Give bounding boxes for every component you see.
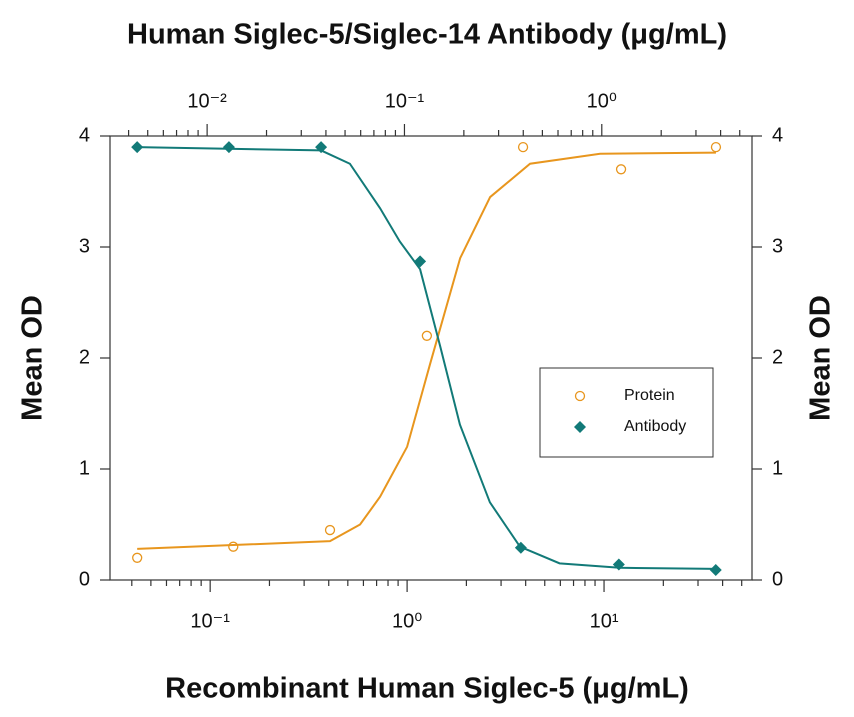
x-tick-label: 10¹ bbox=[590, 610, 619, 632]
y2-tick-label: 0 bbox=[772, 568, 783, 590]
y-tick-label: 3 bbox=[79, 235, 90, 257]
x-axis-label: Recombinant Human Siglec-5 (μg/mL) bbox=[165, 673, 689, 705]
x2-tick-label: 10⁰ bbox=[587, 90, 617, 112]
chart-title: Human Siglec-5/Siglec-14 Antibody (μg/mL… bbox=[127, 19, 727, 51]
data-point bbox=[709, 564, 722, 577]
y-tick-label: 2 bbox=[79, 346, 90, 368]
data-point bbox=[514, 541, 527, 554]
data-point bbox=[222, 141, 235, 154]
legend-label: Antibody bbox=[624, 418, 686, 435]
y2-tick-label: 2 bbox=[772, 346, 783, 368]
data-point bbox=[615, 164, 627, 175]
y-tick-label: 4 bbox=[79, 124, 90, 146]
legend-box bbox=[539, 367, 714, 458]
data-point bbox=[612, 558, 625, 571]
x2-tick-label: 10⁻¹ bbox=[385, 90, 425, 112]
data-point bbox=[315, 141, 328, 154]
legend-label: Protein bbox=[624, 387, 675, 404]
y2-tick-label: 3 bbox=[772, 235, 783, 257]
data-point bbox=[421, 330, 433, 341]
legend-marker bbox=[574, 421, 586, 433]
y-tick-label: 1 bbox=[79, 457, 90, 479]
y2-tick-label: 1 bbox=[772, 457, 783, 479]
fit-curve bbox=[137, 146, 716, 570]
fit-curve bbox=[137, 151, 716, 550]
x2-tick-label: 10⁻² bbox=[187, 90, 227, 112]
data-point bbox=[710, 141, 722, 153]
data-point bbox=[517, 141, 529, 153]
y-axis-label: Mean OD bbox=[17, 295, 49, 421]
x-tick-label: 10⁻¹ bbox=[190, 610, 230, 632]
data-point bbox=[132, 552, 143, 563]
x-tick-label: 10⁰ bbox=[392, 610, 422, 632]
data-point bbox=[228, 541, 239, 552]
data-point bbox=[131, 141, 144, 154]
data-point bbox=[414, 255, 427, 268]
y-tick-label: 0 bbox=[79, 568, 90, 590]
y2-tick-label: 4 bbox=[772, 124, 783, 146]
data-point bbox=[324, 524, 336, 536]
y2-axis-label: Mean OD bbox=[805, 295, 837, 421]
legend-marker bbox=[574, 390, 586, 402]
